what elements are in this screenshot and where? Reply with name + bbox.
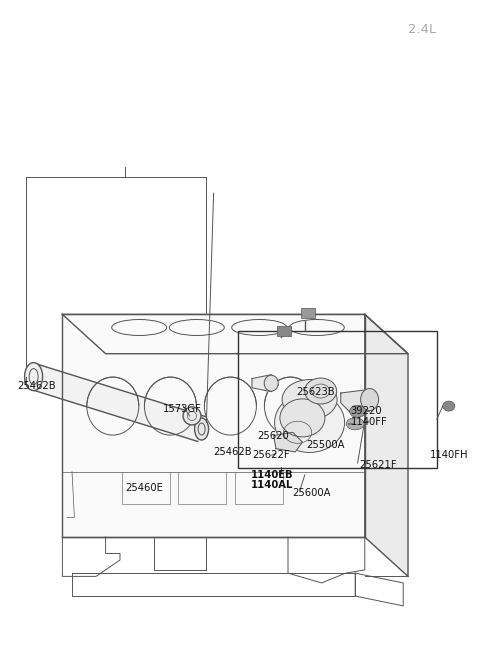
Text: 1140FF: 1140FF: [350, 417, 387, 428]
Bar: [301, 308, 315, 318]
Text: 25460E: 25460E: [125, 483, 163, 493]
Polygon shape: [30, 364, 205, 441]
Ellipse shape: [305, 378, 336, 404]
Text: 39220: 39220: [350, 406, 382, 417]
Ellipse shape: [275, 392, 345, 453]
Ellipse shape: [360, 388, 379, 411]
Text: 1140EB: 1140EB: [251, 470, 294, 480]
Ellipse shape: [346, 418, 364, 430]
Text: 1140AL: 1140AL: [251, 479, 293, 490]
Ellipse shape: [282, 379, 337, 420]
Ellipse shape: [349, 405, 366, 417]
Polygon shape: [365, 314, 408, 576]
Polygon shape: [252, 375, 278, 392]
Text: 25462B: 25462B: [214, 447, 252, 457]
Circle shape: [183, 407, 201, 425]
Text: 25462B: 25462B: [17, 381, 55, 392]
Text: 1573GF: 1573GF: [163, 404, 202, 415]
Text: 2.4L: 2.4L: [408, 23, 436, 36]
Text: 25623B: 25623B: [297, 386, 335, 397]
Text: 25500A: 25500A: [306, 440, 345, 451]
Bar: [277, 326, 291, 336]
Polygon shape: [62, 314, 365, 537]
Ellipse shape: [264, 375, 278, 391]
Ellipse shape: [24, 363, 43, 390]
Ellipse shape: [280, 399, 325, 437]
Text: 25600A: 25600A: [292, 487, 330, 498]
Polygon shape: [274, 432, 302, 452]
Polygon shape: [341, 390, 374, 413]
Ellipse shape: [443, 401, 455, 411]
Text: 1140FH: 1140FH: [430, 450, 468, 460]
Ellipse shape: [194, 418, 209, 440]
Bar: [238, 331, 437, 468]
Polygon shape: [62, 314, 408, 354]
Text: 25620: 25620: [257, 430, 288, 441]
Text: 25622F: 25622F: [252, 450, 289, 460]
Text: 25621F: 25621F: [359, 460, 396, 470]
